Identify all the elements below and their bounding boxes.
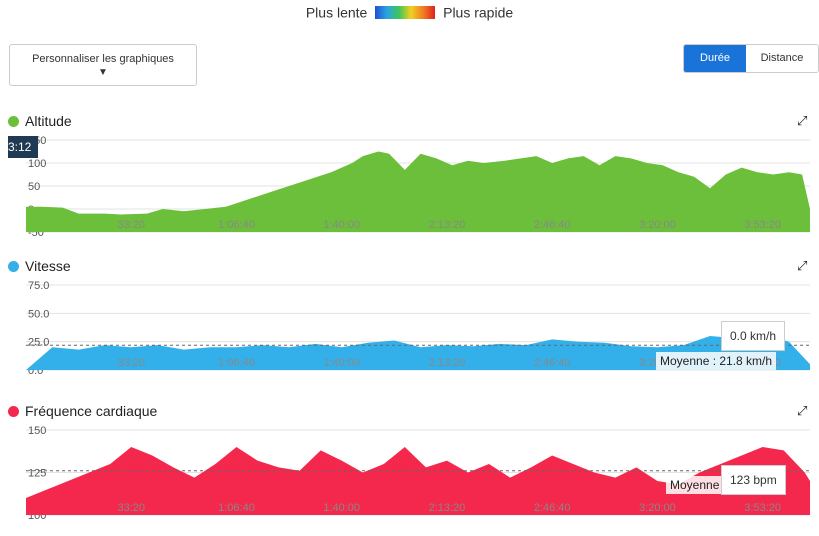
speed-legend-dot [8, 261, 19, 272]
speed-xtick-label: 2:13:20 [429, 357, 466, 369]
axis-mode-toggle: Durée Distance [683, 44, 819, 73]
altitude-cursor-badge: 3:12 [8, 136, 38, 158]
heart-rate-xtick-label: 1:40:00 [323, 502, 360, 514]
heart-rate-ytick-label: 125 [28, 468, 46, 480]
altitude-xtick-label: 2:13:20 [429, 219, 466, 231]
altitude-xtick-label: 1:40:00 [323, 219, 360, 231]
heart-rate-ytick-label: 150 [28, 425, 46, 437]
speed-title-label: Vitesse [25, 258, 71, 274]
heart-rate-xtick-label: 2:13:20 [429, 502, 466, 514]
speed-expand-icon[interactable]: ⤢ [797, 258, 808, 273]
altitude-ytick-label: 100 [28, 158, 46, 170]
speed-xtick-label: 33:20 [117, 357, 145, 369]
altitude-xtick-label: 2:46:40 [534, 219, 571, 231]
altitude-xtick-label: 33:20 [117, 219, 145, 231]
speed-ytick-label: 25.0 [28, 337, 49, 349]
altitude-xtick-label: 3:53:20 [744, 219, 781, 231]
heart-rate-title: Fréquence cardiaque [8, 403, 157, 419]
heart-rate-area-series [26, 447, 810, 515]
altitude-area-series [26, 151, 810, 232]
duration-toggle-button[interactable]: Durée [684, 45, 746, 72]
heart-rate-xtick-label: 3:20:00 [639, 502, 676, 514]
heart-rate-tooltip: 123 bpm [721, 465, 786, 495]
legend-fast-label: Plus rapide [443, 4, 514, 21]
speed-xtick-label: 2:46:40 [534, 357, 571, 369]
speed-area-series [26, 333, 810, 370]
speed-tooltip: 0.0 km/h [721, 321, 786, 351]
altitude-title: Altitude [8, 113, 72, 129]
customize-charts-label: Personnaliser les graphiques [32, 53, 174, 65]
heart-rate-legend-dot [8, 406, 19, 417]
speed-xtick-label: 1:06:40 [218, 357, 255, 369]
legend-slow-label: Plus lente [305, 4, 368, 21]
speed-title: Vitesse [8, 258, 71, 274]
speed-xtick-label: 1:40:00 [323, 357, 360, 369]
altitude-xtick-label: 3:20:00 [639, 219, 676, 231]
heart-rate-xtick-label: 3:53:20 [744, 502, 781, 514]
altitude-expand-icon[interactable]: ⤢ [797, 113, 808, 128]
chevron-down-icon: ▼ [98, 67, 108, 78]
altitude-xtick-label: 1:06:40 [218, 219, 255, 231]
heart-rate-xtick-label: 1:06:40 [218, 502, 255, 514]
speed-gradient-bar [375, 5, 436, 19]
heart-rate-expand-icon[interactable]: ⤢ [797, 403, 808, 418]
speed-average-label: Moyenne : 21.8 km/h [656, 352, 777, 370]
altitude-legend-dot [8, 116, 19, 127]
speed-ytick-label: 50.0 [28, 308, 49, 320]
heart-rate-xtick-label: 2:46:40 [534, 502, 571, 514]
heart-rate-title-label: Fréquence cardiaque [25, 403, 158, 419]
speed-ytick-label: 75.0 [28, 280, 49, 292]
heart-rate-average-label: Moyenne [666, 476, 724, 494]
heart-rate-xtick-label: 33:20 [117, 502, 145, 514]
altitude-ytick-label: 50 [28, 181, 40, 193]
speed-legend: Plus lente Plus rapide [0, 3, 819, 20]
customize-charts-button[interactable]: Personnaliser les graphiques ▼ [9, 44, 197, 86]
altitude-title-label: Altitude [25, 113, 72, 129]
distance-toggle-button[interactable]: Distance [746, 45, 818, 72]
